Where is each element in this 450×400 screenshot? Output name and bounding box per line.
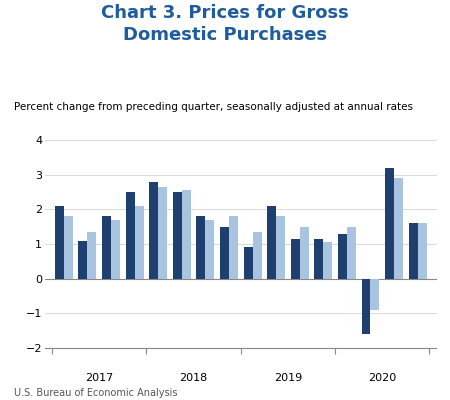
Bar [111, 220, 120, 279]
Bar [300, 227, 309, 279]
Bar [347, 227, 356, 279]
Text: 2017: 2017 [85, 373, 113, 383]
Bar [291, 239, 300, 279]
Bar [64, 216, 73, 279]
Bar [220, 227, 229, 279]
Bar [135, 206, 144, 279]
Bar [182, 190, 191, 279]
Bar [149, 182, 158, 279]
Text: U.S. Bureau of Economic Analysis: U.S. Bureau of Economic Analysis [14, 388, 177, 398]
Bar [126, 192, 135, 279]
Bar [276, 216, 285, 279]
Bar [229, 216, 238, 279]
Text: 2018: 2018 [180, 373, 208, 383]
Bar [409, 223, 418, 279]
Bar [370, 279, 379, 310]
Bar [323, 242, 332, 279]
Bar [385, 168, 394, 279]
Bar [252, 232, 261, 279]
Bar [315, 239, 323, 279]
Bar [338, 234, 347, 279]
Bar [267, 206, 276, 279]
Bar [173, 192, 182, 279]
Bar [78, 240, 87, 279]
Bar [361, 279, 370, 334]
Text: Chart 3. Prices for Gross
Domestic Purchases: Chart 3. Prices for Gross Domestic Purch… [101, 4, 349, 44]
Bar [418, 223, 427, 279]
Text: 2020: 2020 [368, 373, 396, 383]
Text: 2019: 2019 [274, 373, 302, 383]
Bar [158, 187, 167, 279]
Bar [243, 248, 252, 279]
Bar [196, 216, 205, 279]
Bar [205, 220, 214, 279]
Text: Percent change from preceding quarter, seasonally adjusted at annual rates: Percent change from preceding quarter, s… [14, 102, 413, 112]
Bar [102, 216, 111, 279]
Bar [394, 178, 403, 279]
Bar [87, 232, 96, 279]
Bar [55, 206, 64, 279]
